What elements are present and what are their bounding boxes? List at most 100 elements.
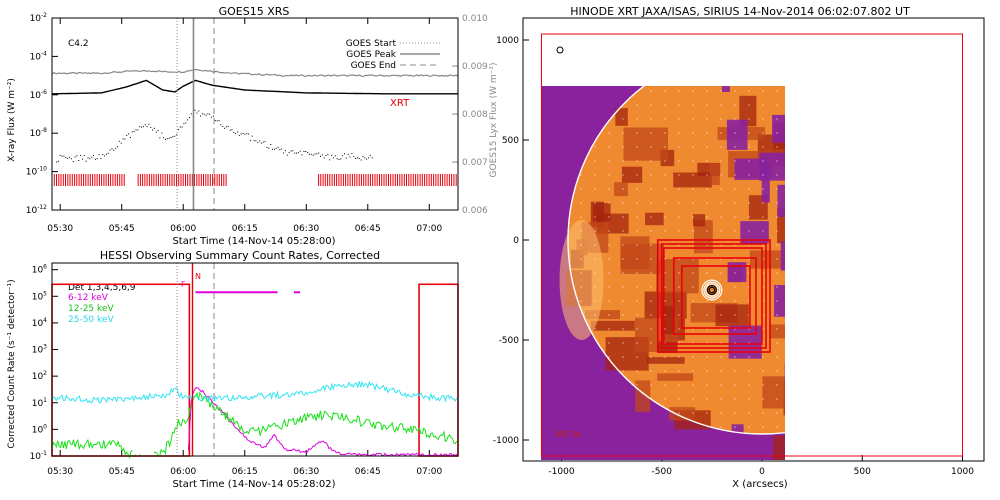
goes-short-point (111, 148, 113, 150)
goes-short-point (83, 155, 85, 157)
goes-short-point (216, 120, 218, 122)
hessi-title: HESSI Observing Summary Count Rates, Cor… (100, 249, 380, 262)
goes-short-point (283, 152, 285, 154)
goes-short-point (194, 109, 196, 111)
goes-short-point (133, 130, 135, 132)
goes-short-point (355, 157, 357, 159)
goes-short-point (253, 140, 255, 142)
xrt-y-tick-label: 500 (502, 136, 519, 146)
goes-y2-label: GOES15 Lyx Flux (W m⁻²) (489, 63, 499, 178)
goes-short-point (334, 155, 336, 157)
goes-short-point (146, 126, 148, 127)
hessi-x-label: Start Time (14-Nov-14 05:28:02) (172, 479, 335, 490)
goes-short-point (349, 156, 351, 158)
goes-short-point (209, 113, 211, 115)
goes-y2-tick-label: 0.007 (462, 158, 488, 168)
goes-y2-tick-label: 0.009 (462, 62, 488, 72)
goes-y2-tick-label: 0.010 (462, 14, 488, 24)
goes-short-point (166, 138, 168, 140)
goes-short-point (344, 153, 345, 155)
xrt-coronal-hole (805, 276, 825, 307)
xrt-flare-contour (703, 281, 721, 299)
goes-short-point (139, 126, 141, 128)
goes-legend-peak: GOES Peak (346, 50, 396, 60)
xrt-image-block (773, 435, 785, 460)
goes-short-point (159, 137, 161, 139)
xrt-title: HINODE XRT JAXA/ISAS, SIRIUS 14-Nov-2014… (570, 5, 910, 18)
goes-short-point (231, 129, 233, 131)
goes-title: GOES15 XRS (219, 5, 290, 18)
goes-short-point (273, 148, 275, 150)
goes-short-point (94, 158, 96, 160)
goes-short-point (200, 115, 201, 117)
goes-short-point (329, 159, 331, 161)
goes-short-point (150, 126, 152, 128)
goes-short-point (351, 153, 353, 155)
xrt-x-tick-label: 1000 (951, 467, 974, 477)
goes-short-point (102, 154, 104, 155)
goes-short-point (325, 155, 327, 156)
goes-y-tick-label: 10-8 (30, 127, 48, 139)
goes-short-point (301, 154, 303, 156)
goes-short-point (141, 126, 142, 128)
goes-short-point (229, 129, 231, 131)
goes-short-point (288, 152, 290, 154)
goes-short-point (259, 140, 261, 142)
goes-short-point (264, 141, 266, 143)
goes-y-tick-label: 10-12 (26, 204, 47, 216)
goes-short-point (107, 152, 109, 154)
goes-short-point (257, 142, 259, 144)
hessi-y-tick-label: 103 (32, 344, 47, 356)
goes-short-point (307, 152, 309, 154)
xrt-y-tick-label: -500 (499, 336, 520, 346)
goes-x-tick-label: 06:00 (170, 224, 196, 234)
hessi-series-0 (187, 387, 458, 457)
goes-short-point (157, 130, 159, 131)
goes-short-point (109, 149, 111, 151)
goes-short-point (161, 132, 163, 134)
goes-short-point (303, 151, 305, 152)
xrt-flare-contour (705, 283, 719, 297)
goes-short-point (181, 126, 183, 128)
goes-short-point (118, 140, 120, 142)
goes-short-point (251, 135, 253, 137)
goes-short-point (255, 140, 257, 142)
goes-y-label: X-ray Flux (W m⁻²) (7, 78, 17, 162)
xrt-image-block (783, 380, 785, 416)
goes-x-tick-label: 05:45 (109, 224, 135, 234)
goes-short-point (172, 136, 174, 138)
goes-short-point (323, 157, 325, 159)
goes-short-point (207, 113, 209, 115)
goes-short-point (142, 126, 144, 128)
goes-class-label: C4.2 (68, 39, 89, 49)
goes-short-point (165, 138, 166, 140)
goes-short-point (238, 134, 240, 136)
goes-short-point (153, 127, 155, 129)
goes-short-point (185, 122, 187, 124)
xrt-coronal-hole (784, 363, 785, 384)
goes-short-point (222, 126, 224, 127)
goes-short-point (314, 153, 316, 155)
goes-short-point (286, 154, 288, 156)
goes-short-point (205, 114, 207, 116)
goes-short-point (360, 159, 362, 161)
goes-short-point (117, 146, 118, 148)
hessi-y-tick-label: 106 (32, 264, 47, 276)
hessi-y-tick-label: 100 (32, 423, 47, 435)
goes-short-point (338, 158, 340, 160)
hessi-legend-6-12: 6-12 keV (68, 293, 109, 303)
xrt-coronal-hole (816, 354, 840, 376)
goes-short-point (272, 148, 273, 150)
xrt-coronal-hole (817, 449, 850, 484)
goes-y-tick-label: 10-2 (30, 12, 48, 24)
goes-short-point (246, 133, 248, 135)
goes-short-point (56, 161, 58, 163)
goes-y-tick-label: 10-10 (26, 166, 47, 178)
goes-short-point (74, 156, 76, 158)
goes-short-point (308, 153, 310, 155)
xrt-x-tick-label: -1000 (548, 467, 574, 477)
hessi-legend-det: Det 1,3,4,5,6,9 (68, 283, 136, 293)
hessi-y-tick-label: 10-1 (30, 450, 48, 462)
goes-short-point (356, 157, 358, 159)
